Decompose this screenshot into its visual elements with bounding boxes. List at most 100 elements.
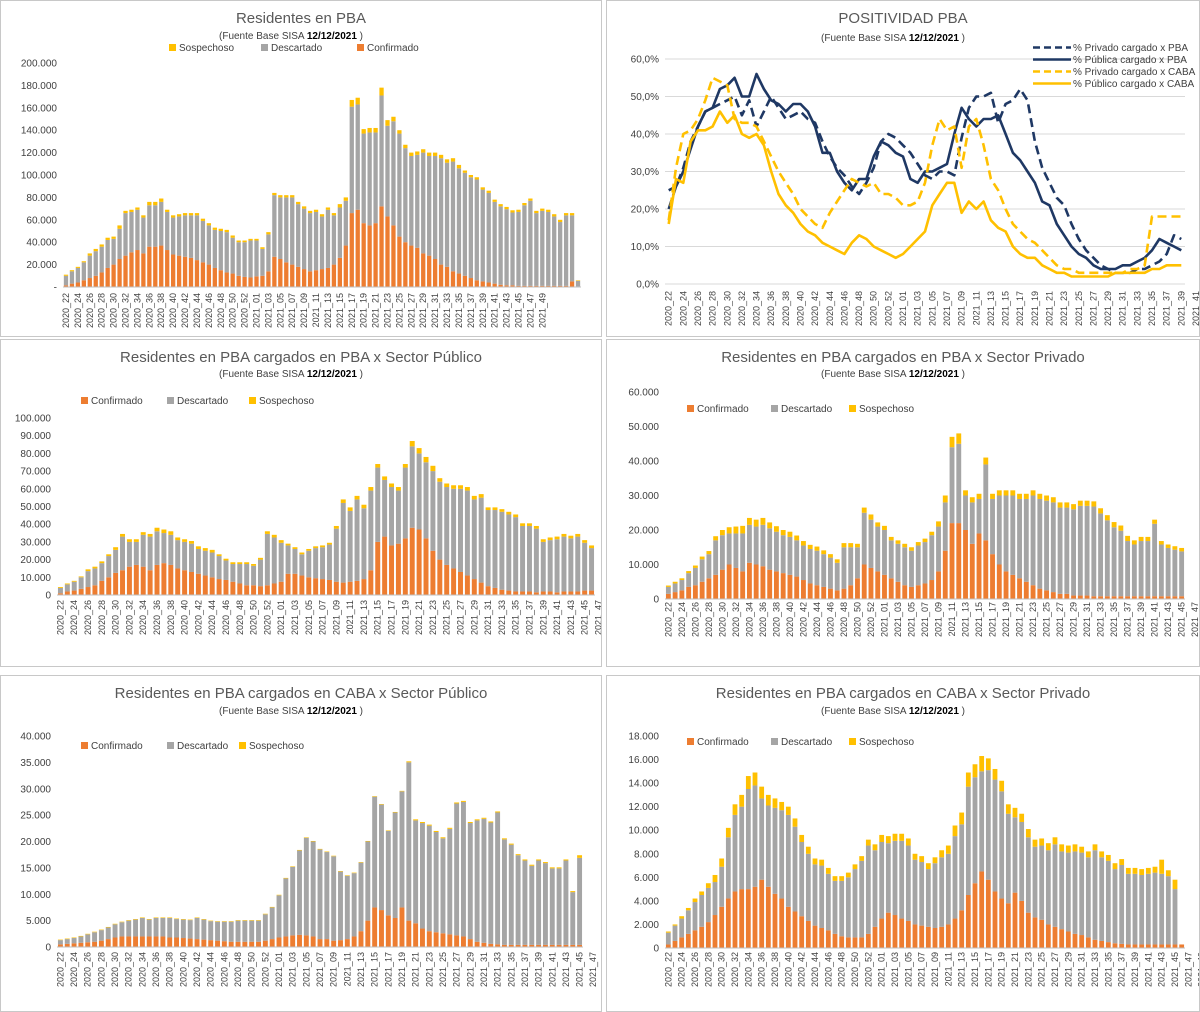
bar-confirmado xyxy=(999,898,1005,948)
x-tick-label: 2020_32 xyxy=(737,291,747,326)
bar-confirmado xyxy=(485,586,491,595)
bar-sospechoso xyxy=(171,215,176,218)
bar-descartado xyxy=(952,836,958,919)
bar-confirmado xyxy=(575,591,581,595)
bar-confirmado xyxy=(361,579,367,595)
bar-descartado xyxy=(437,481,443,560)
y-tick-label: 10.000 xyxy=(20,573,51,584)
bar-descartado xyxy=(230,564,236,582)
bar-descartado xyxy=(324,852,330,940)
bar-descartado xyxy=(1032,846,1038,918)
bar-sospechoso xyxy=(1092,844,1098,851)
bar-sospechoso xyxy=(160,917,166,918)
bar-descartado xyxy=(64,584,70,592)
bar-descartado xyxy=(819,865,825,928)
bar-sospechoso xyxy=(726,527,732,534)
bar-descartado xyxy=(320,547,326,580)
bar-confirmado xyxy=(117,259,122,287)
bar-descartado xyxy=(945,853,951,925)
bar-descartado xyxy=(194,215,200,261)
bar-descartado xyxy=(780,535,786,574)
bar-descartado xyxy=(506,514,512,591)
bar-confirmado xyxy=(1079,935,1085,948)
bar-descartado xyxy=(713,540,719,575)
bar-sospechoso xyxy=(182,539,188,542)
bar-confirmado xyxy=(464,575,470,595)
bar-confirmado xyxy=(516,285,521,287)
bar-descartado xyxy=(373,132,378,224)
chart-pba-sector-publico: Residentes en PBA cargados en PBA x Sect… xyxy=(15,349,601,635)
bar-confirmado xyxy=(256,941,261,947)
bar-confirmado xyxy=(912,924,918,948)
bar-confirmado xyxy=(865,933,871,948)
bar-confirmado xyxy=(201,939,207,947)
bar-descartado xyxy=(685,910,691,934)
bar-confirmado xyxy=(292,573,298,595)
bar-confirmado xyxy=(726,564,732,599)
bar-descartado xyxy=(119,922,125,937)
bar-descartado xyxy=(456,168,462,274)
x-tick-label: 2020_32 xyxy=(121,293,131,328)
subtitle-source: (Fuente Base SISA xyxy=(219,369,307,380)
bar-descartado xyxy=(372,796,378,908)
bar-descartado xyxy=(765,805,771,887)
bar-descartado xyxy=(349,106,354,214)
bar-descartado xyxy=(180,919,186,939)
x-tick-label: 2021_39 xyxy=(538,600,548,635)
bar-sospechoso xyxy=(575,533,581,537)
bar-descartado xyxy=(752,785,758,887)
bar-descartado xyxy=(665,932,671,945)
bar-descartado xyxy=(905,845,911,921)
bar-confirmado xyxy=(85,942,91,947)
y-tick-label: 200.000 xyxy=(21,59,58,70)
bar-descartado xyxy=(1025,837,1031,913)
bar-descartado xyxy=(859,860,865,938)
bar-sospechoso xyxy=(909,547,914,551)
x-tick-label: 2021_35 xyxy=(454,293,464,328)
bar-confirmado xyxy=(1112,943,1118,948)
bar-confirmado xyxy=(686,586,692,599)
bar-confirmado xyxy=(760,566,766,599)
bar-confirmado xyxy=(338,940,343,947)
bar-descartado xyxy=(450,161,456,272)
bar-sospechoso xyxy=(699,556,705,560)
bar-sospechoso xyxy=(147,533,153,537)
bar-descartado xyxy=(392,812,398,918)
bar-descartado xyxy=(533,528,539,593)
bar-confirmado xyxy=(467,939,473,947)
bar-confirmado xyxy=(522,285,527,287)
bar-descartado xyxy=(912,859,918,925)
bar-confirmado xyxy=(1131,596,1137,599)
bar-confirmado xyxy=(745,889,751,948)
bar-confirmado xyxy=(358,931,364,947)
bar-descartado xyxy=(834,562,840,591)
x-tick-label: 2021_17 xyxy=(347,293,357,328)
bar-descartado xyxy=(481,818,487,943)
bar-descartado xyxy=(922,542,928,584)
bar-sospechoso xyxy=(1052,837,1058,845)
bar-sospechoso xyxy=(208,920,214,922)
bar-confirmado xyxy=(515,944,521,947)
subtitle-end: ) xyxy=(357,706,363,717)
bar-confirmado xyxy=(1139,944,1145,948)
bar-sospechoso xyxy=(361,129,366,134)
bar-confirmado xyxy=(834,590,840,599)
bar-sospechoso xyxy=(324,851,330,853)
bar-descartado xyxy=(358,862,364,932)
bar-confirmado xyxy=(739,889,745,948)
bar-confirmado xyxy=(556,944,562,947)
bar-sospechoso xyxy=(409,152,414,156)
y-tick-label: 70.000 xyxy=(20,467,51,478)
bar-confirmado xyxy=(1104,596,1110,599)
bar-descartado xyxy=(767,528,773,570)
bar-confirmado xyxy=(379,206,384,287)
bar-confirmado xyxy=(242,276,247,287)
bar-descartado xyxy=(1057,507,1063,594)
bar-sospechoso xyxy=(1132,867,1138,874)
bar-confirmado xyxy=(1085,937,1091,948)
bar-descartado xyxy=(71,581,77,591)
x-tick-label: 2020_36 xyxy=(757,952,767,987)
legend-label-confirmado: Confirmado xyxy=(91,741,143,752)
x-tick-label: 2020_46 xyxy=(219,952,229,987)
bar-confirmado xyxy=(925,926,931,948)
